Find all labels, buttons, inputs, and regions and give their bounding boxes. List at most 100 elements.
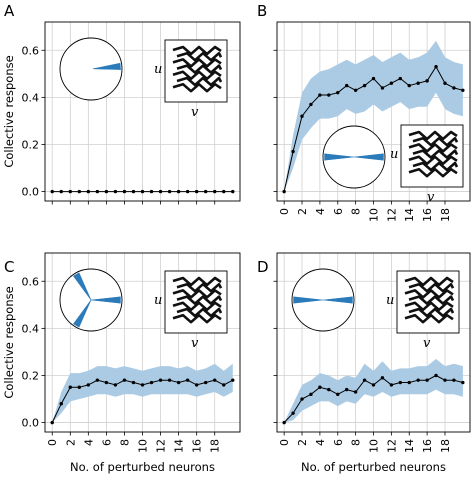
y-tick-label: 0.4 xyxy=(22,322,40,335)
data-point xyxy=(389,383,394,387)
data-point xyxy=(50,189,54,194)
x-tick-label: 12 xyxy=(155,439,168,453)
data-point xyxy=(425,378,429,382)
data-point xyxy=(131,380,136,385)
data-point xyxy=(194,189,199,194)
trajectory-line xyxy=(412,149,459,159)
x-tick-label: 16 xyxy=(191,439,204,453)
data-point xyxy=(131,189,136,194)
data-point xyxy=(95,378,100,382)
trajectory-line xyxy=(172,313,222,324)
x-tick-label: 2 xyxy=(64,439,77,446)
data-point xyxy=(336,90,340,95)
x-tick-label: 8 xyxy=(350,439,363,446)
data-point xyxy=(353,390,358,394)
data-point xyxy=(113,383,118,387)
trajectory-line xyxy=(408,130,458,141)
data-point xyxy=(185,189,190,194)
y-axis-label: Collective response xyxy=(2,55,16,167)
data-point xyxy=(86,189,91,194)
y-tick-label: 0.2 xyxy=(22,369,40,382)
data-point xyxy=(176,189,181,194)
data-point xyxy=(176,380,181,385)
data-point xyxy=(336,392,340,397)
data-point xyxy=(344,83,349,88)
x-tick-label: 6 xyxy=(332,208,345,215)
y-tick-label: 0.6 xyxy=(22,275,40,288)
data-point xyxy=(300,397,304,401)
inset-phase-circle xyxy=(322,125,386,189)
data-point xyxy=(185,378,190,382)
data-point xyxy=(59,189,63,194)
x-tick-label: 18 xyxy=(439,439,452,453)
phase-arrow xyxy=(73,299,92,328)
data-point xyxy=(149,380,154,385)
trajectory-line xyxy=(404,301,454,312)
inset-trajectory: uv xyxy=(154,270,228,351)
x-tick-label: 10 xyxy=(368,439,381,453)
inset-v-label: v xyxy=(191,336,199,351)
data-point xyxy=(68,385,72,389)
data-point xyxy=(443,81,447,85)
data-point xyxy=(59,402,63,406)
trajectory-line xyxy=(172,58,222,68)
inset-phase-circle xyxy=(59,268,123,332)
data-point xyxy=(104,380,109,385)
data-point xyxy=(77,189,82,194)
inset-phase-circle xyxy=(291,268,355,332)
y-tick-label: 0.0 xyxy=(22,417,40,430)
data-point xyxy=(309,392,313,397)
data-point xyxy=(222,189,226,194)
phase-circle xyxy=(59,37,123,101)
data-point xyxy=(113,189,118,194)
phase-arrow xyxy=(73,272,92,301)
data-point xyxy=(416,378,420,382)
x-tick-label: 10 xyxy=(137,439,150,453)
phase-arrow xyxy=(90,296,121,304)
data-point xyxy=(122,378,127,382)
data-point xyxy=(380,376,385,380)
data-point xyxy=(407,83,411,88)
data-point xyxy=(122,189,127,194)
panel-d: D 0 2 4 6 8 10 12 14 16 18 No. of perturbed neurons… xyxy=(257,252,471,474)
inset-trajectory: uv xyxy=(386,270,460,351)
data-point xyxy=(362,378,367,382)
y-tick-label: 0.4 xyxy=(22,91,40,104)
panel-letter: C xyxy=(4,258,14,276)
trajectory-line xyxy=(408,307,455,318)
trajectory-line xyxy=(408,282,455,293)
x-tick-label: 14 xyxy=(403,208,416,222)
data-point xyxy=(327,387,331,392)
confidence-band xyxy=(284,40,463,192)
data-point xyxy=(77,385,82,389)
data-point xyxy=(86,383,91,387)
data-point xyxy=(362,83,367,88)
trajectory-line xyxy=(176,64,223,74)
trajectory-line xyxy=(172,289,222,299)
data-point xyxy=(327,93,331,97)
x-tick-label: 0 xyxy=(278,439,291,446)
panel-c: C 0.0 0.2 0.4 0.6 0 2 4 6 8 10 12 14 16 18 Collective r… xyxy=(2,252,241,474)
x-axis-label: No. of perturbed neurons xyxy=(70,460,215,474)
data-point xyxy=(167,189,172,194)
data-point xyxy=(318,93,322,97)
inset-trajectory: uv xyxy=(154,39,228,120)
trajectory-line xyxy=(404,276,454,287)
data-point xyxy=(318,385,322,389)
trajectory-line xyxy=(176,282,223,293)
panel-letter: D xyxy=(257,258,269,276)
phase-arrow xyxy=(353,153,384,161)
trajectory-line xyxy=(412,161,459,172)
data-point xyxy=(461,380,465,385)
trajectory-line xyxy=(408,143,458,153)
data-point xyxy=(389,81,394,85)
inset-v-label: v xyxy=(427,190,435,205)
trajectory-line xyxy=(176,307,223,318)
data-point xyxy=(149,189,154,194)
trajectory-line xyxy=(412,136,459,147)
trajectory-line xyxy=(172,276,222,287)
inset-u-label: u xyxy=(386,293,394,308)
data-point xyxy=(371,383,376,387)
trajectory-line xyxy=(176,51,223,62)
